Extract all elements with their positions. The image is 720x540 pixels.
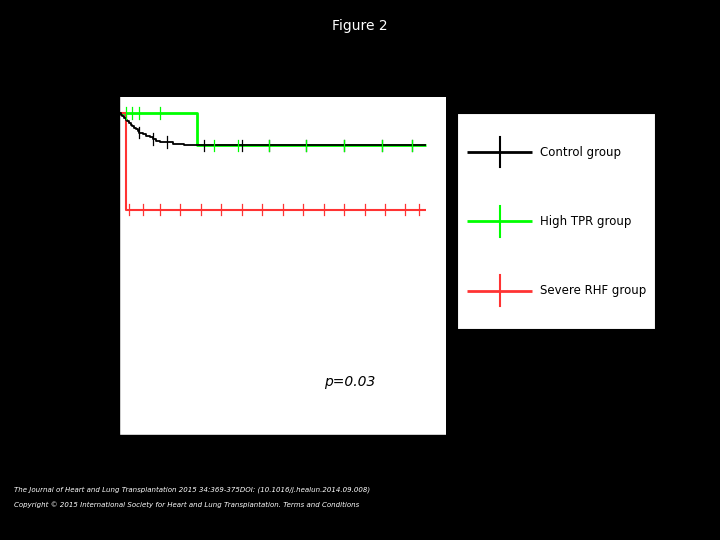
Y-axis label: Survival (%): Survival (%) <box>71 223 84 309</box>
X-axis label: Months after surgery: Months after surgery <box>208 460 357 472</box>
Text: High TPR group: High TPR group <box>540 215 631 228</box>
Text: The Journal of Heart and Lung Transplantation 2015 34:369-375DOI: (10.1016/j.hea: The Journal of Heart and Lung Transplant… <box>14 486 371 492</box>
Text: Copyright © 2015 International Society for Heart and Lung Transplantation. Terms: Copyright © 2015 International Society f… <box>14 501 360 508</box>
Text: Control group: Control group <box>540 146 621 159</box>
Text: Figure 2: Figure 2 <box>332 19 388 33</box>
Text: p=0.03: p=0.03 <box>323 375 375 389</box>
Text: Severe RHF group: Severe RHF group <box>540 284 647 297</box>
